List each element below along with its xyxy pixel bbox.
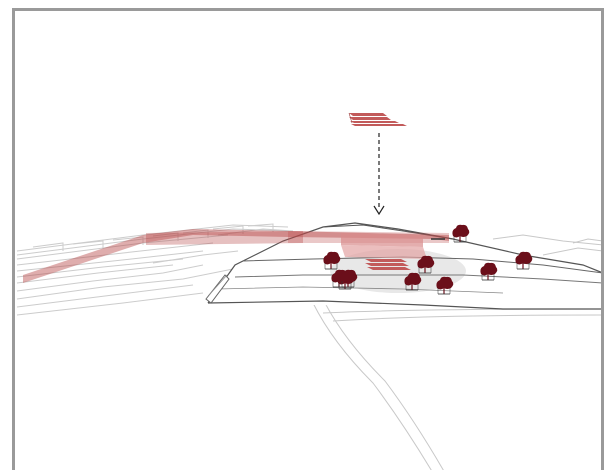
stacked-building-icon <box>348 112 407 126</box>
dashed-arrow-down-icon <box>373 133 385 216</box>
site-diagram <box>16 112 601 470</box>
building-mass <box>341 233 427 270</box>
context-roads <box>16 223 294 316</box>
diagram-frame <box>12 8 604 470</box>
building-stack <box>365 259 411 270</box>
